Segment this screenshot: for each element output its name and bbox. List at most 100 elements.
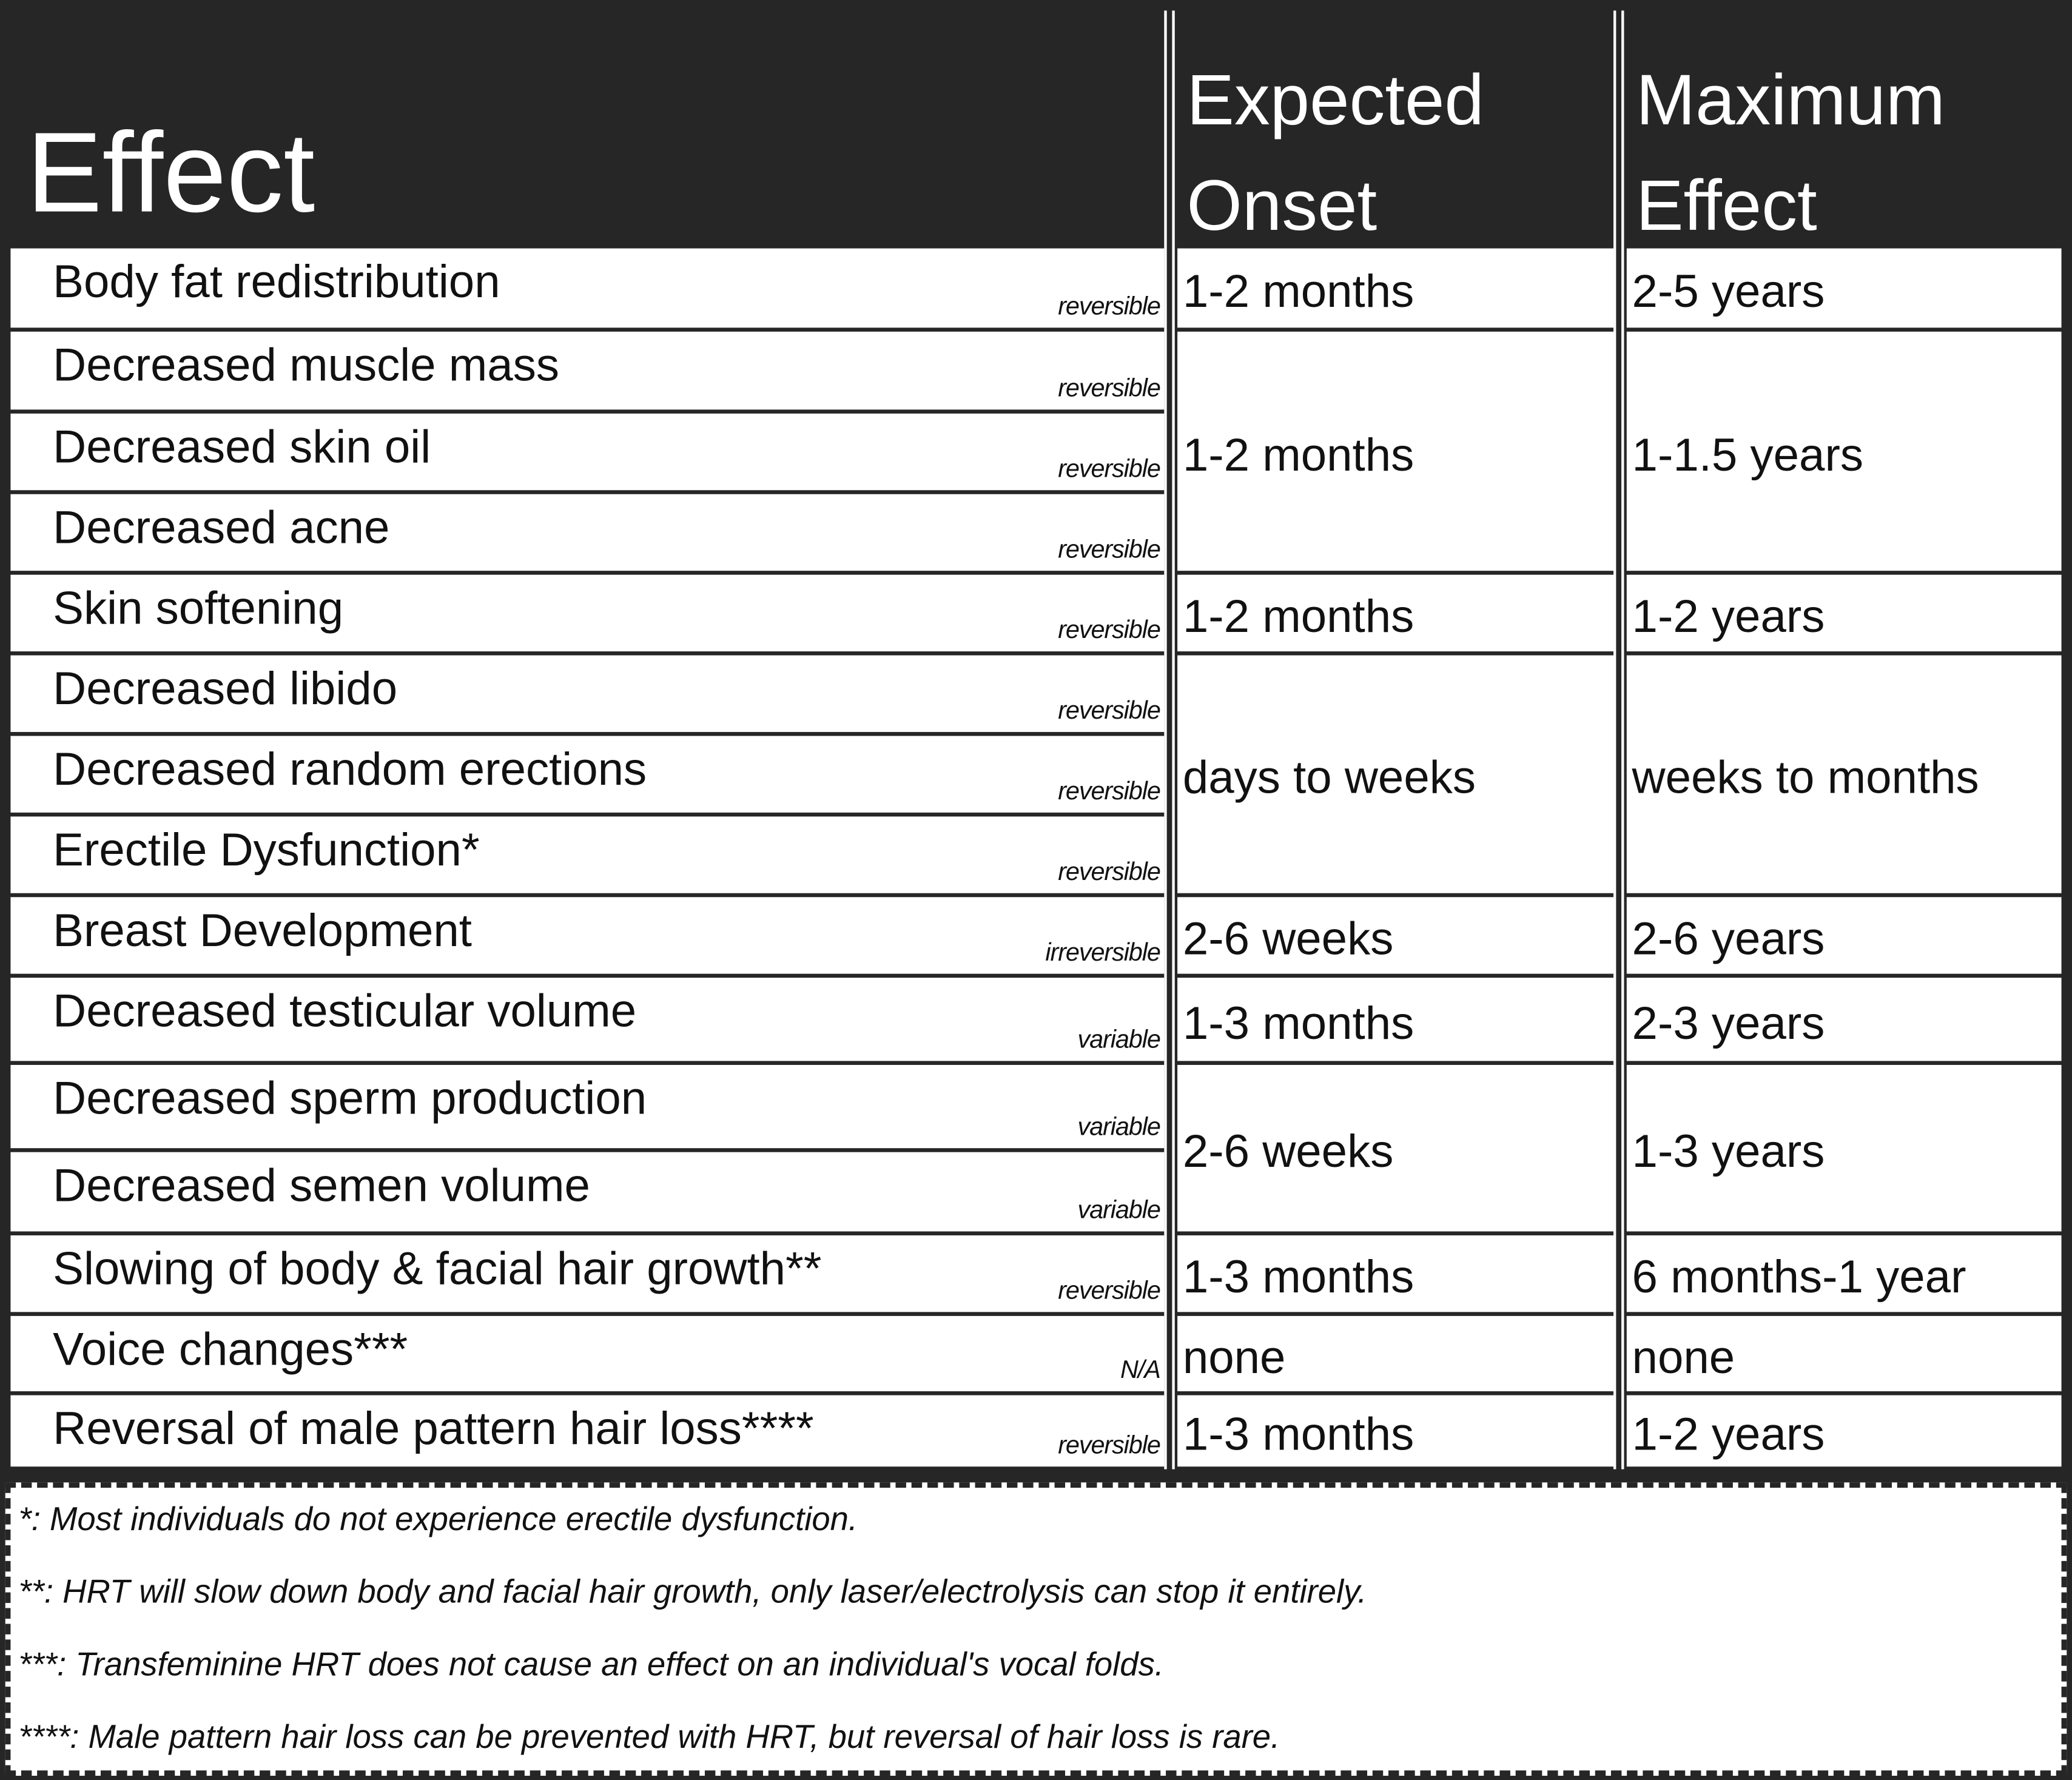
reversibility-tag: variable: [1077, 1026, 1161, 1055]
table-row: Decreased testicular volume variable: [10, 978, 1165, 1061]
header-max-line1: Maximum: [1636, 61, 1945, 140]
max-effect-cell: 2-3 years: [1626, 978, 2062, 1061]
max-value: 2-5 years: [1632, 266, 1825, 318]
onset-cell: 1-3 months: [1177, 1235, 1614, 1312]
effect-name: Decreased sperm production: [53, 1072, 647, 1124]
effect-name: Breast Development: [53, 905, 472, 957]
max-effect-cell: 2-6 years: [1626, 897, 2062, 974]
effect-name: Decreased skin oil: [53, 421, 431, 473]
max-effect-cell: 1-2 years: [1626, 1395, 2062, 1467]
onset-cell: 2-6 weeks: [1177, 1064, 1614, 1232]
max-value: none: [1632, 1331, 1735, 1383]
reversibility-tag: reversible: [1058, 1432, 1161, 1460]
max-value: 1-2 years: [1632, 591, 1825, 643]
onset-cell: days to weeks: [1177, 655, 1614, 893]
effect-name: Erectile Dysfunction*: [53, 824, 480, 876]
table-row: Decreased semen volume variable: [10, 1152, 1165, 1232]
effect-name: Reversal of male pattern hair loss****: [53, 1403, 814, 1455]
reversibility-tag: reversible: [1058, 536, 1161, 565]
footnote: *: Most individuals do not experience er…: [18, 1500, 858, 1538]
header-maximum-effect: Maximum Effect: [1636, 47, 1945, 259]
table-row: Decreased libido reversible: [10, 655, 1165, 732]
onset-value: 1-3 months: [1182, 1251, 1414, 1303]
effect-name: Decreased libido: [53, 663, 398, 715]
onset-value: days to weeks: [1182, 752, 1476, 804]
reversibility-tag: reversible: [1058, 778, 1161, 806]
onset-value: none: [1182, 1331, 1286, 1383]
onset-value: 1-2 months: [1182, 591, 1414, 643]
reversibility-tag: reversible: [1058, 859, 1161, 887]
reversibility-tag: N/A: [1120, 1357, 1161, 1385]
effect-name: Decreased muscle mass: [53, 339, 559, 391]
table-row: Decreased muscle mass reversible: [10, 331, 1165, 410]
reversibility-tag: reversible: [1058, 697, 1161, 726]
onset-value: 1-3 months: [1182, 997, 1414, 1049]
column-divider: [1621, 10, 1624, 1469]
table-row: Decreased random erections reversible: [10, 736, 1165, 813]
effect-name: Skin softening: [53, 582, 344, 634]
max-effect-cell: 1-1.5 years: [1626, 331, 2062, 571]
table-row: Voice changes*** N/A: [10, 1315, 1165, 1392]
footnote: ***: Transfeminine HRT does not cause an…: [18, 1646, 1164, 1684]
onset-value: 2-6 weeks: [1182, 1126, 1394, 1178]
onset-cell: 1-2 months: [1177, 574, 1614, 652]
onset-cell: none: [1177, 1315, 1614, 1392]
max-value: 6 months-1 year: [1632, 1251, 1966, 1303]
max-value: 1-3 years: [1632, 1126, 1825, 1178]
header-onset-line1: Expected: [1186, 61, 1484, 140]
column-divider: [1172, 10, 1175, 1469]
footnote: **: HRT will slow down body and facial h…: [18, 1573, 1367, 1611]
onset-cell: 1-2 months: [1177, 248, 1614, 328]
table-row: Erectile Dysfunction* reversible: [10, 816, 1165, 893]
max-effect-cell: 1-2 years: [1626, 574, 2062, 652]
max-value: weeks to months: [1632, 752, 1979, 804]
table-row: Breast Development irreversible: [10, 897, 1165, 974]
max-effect-cell: weeks to months: [1626, 655, 2062, 893]
onset-cell: 1-3 months: [1177, 1395, 1614, 1467]
table-row: Slowing of body & facial hair growth** re…: [10, 1235, 1165, 1312]
reversibility-tag: variable: [1077, 1197, 1161, 1225]
onset-value: 1-2 months: [1182, 266, 1414, 318]
reversibility-tag: reversible: [1058, 375, 1161, 403]
header-effect: Effect: [26, 109, 315, 237]
effect-name: Decreased random erections: [53, 744, 647, 796]
effect-name: Voice changes***: [53, 1323, 408, 1375]
header-max-line2: Effect: [1636, 166, 1817, 246]
table-row: Reversal of male pattern hair loss**** re…: [10, 1395, 1165, 1467]
reversibility-tag: reversible: [1058, 293, 1161, 321]
effect-name: Slowing of body & facial hair growth**: [53, 1243, 822, 1295]
reversibility-tag: reversible: [1058, 1277, 1161, 1306]
effect-name: Decreased semen volume: [53, 1160, 590, 1212]
reversibility-tag: reversible: [1058, 617, 1161, 645]
reversibility-tag: irreversible: [1045, 939, 1160, 967]
onset-value: 2-6 weeks: [1182, 913, 1394, 965]
max-effect-cell: 6 months-1 year: [1626, 1235, 2062, 1312]
table-row: Body fat redistribution reversible: [10, 248, 1165, 328]
header-onset-line2: Onset: [1186, 166, 1377, 246]
reversibility-tag: variable: [1077, 1113, 1161, 1142]
header-expected-onset: Expected Onset: [1186, 47, 1484, 259]
table-row: Decreased skin oil reversible: [10, 413, 1165, 491]
reversibility-tag: reversible: [1058, 455, 1161, 484]
effect-name: Body fat redistribution: [53, 256, 500, 308]
max-effect-cell: none: [1626, 1315, 2062, 1392]
footnotes-box: *: Most individuals do not experience er…: [5, 1482, 2067, 1776]
max-value: 1-2 years: [1632, 1408, 1825, 1460]
max-effect-cell: 2-5 years: [1626, 248, 2062, 328]
column-divider: [1164, 10, 1167, 1469]
onset-value: 1-3 months: [1182, 1408, 1414, 1460]
column-divider: [1613, 10, 1616, 1469]
onset-cell: 1-3 months: [1177, 978, 1614, 1061]
onset-value: 1-2 months: [1182, 429, 1414, 481]
table-row: Decreased sperm production variable: [10, 1064, 1165, 1149]
effect-name: Decreased testicular volume: [53, 986, 637, 1038]
max-value: 2-3 years: [1632, 997, 1825, 1049]
max-value: 2-6 years: [1632, 913, 1825, 965]
footnote: ****: Male pattern hair loss can be prev…: [18, 1719, 1280, 1756]
max-effect-cell: 1-3 years: [1626, 1064, 2062, 1232]
onset-cell: 1-2 months: [1177, 331, 1614, 571]
onset-cell: 2-6 weeks: [1177, 897, 1614, 974]
effect-name: Decreased acne: [53, 502, 390, 554]
table-row: Skin softening reversible: [10, 574, 1165, 652]
